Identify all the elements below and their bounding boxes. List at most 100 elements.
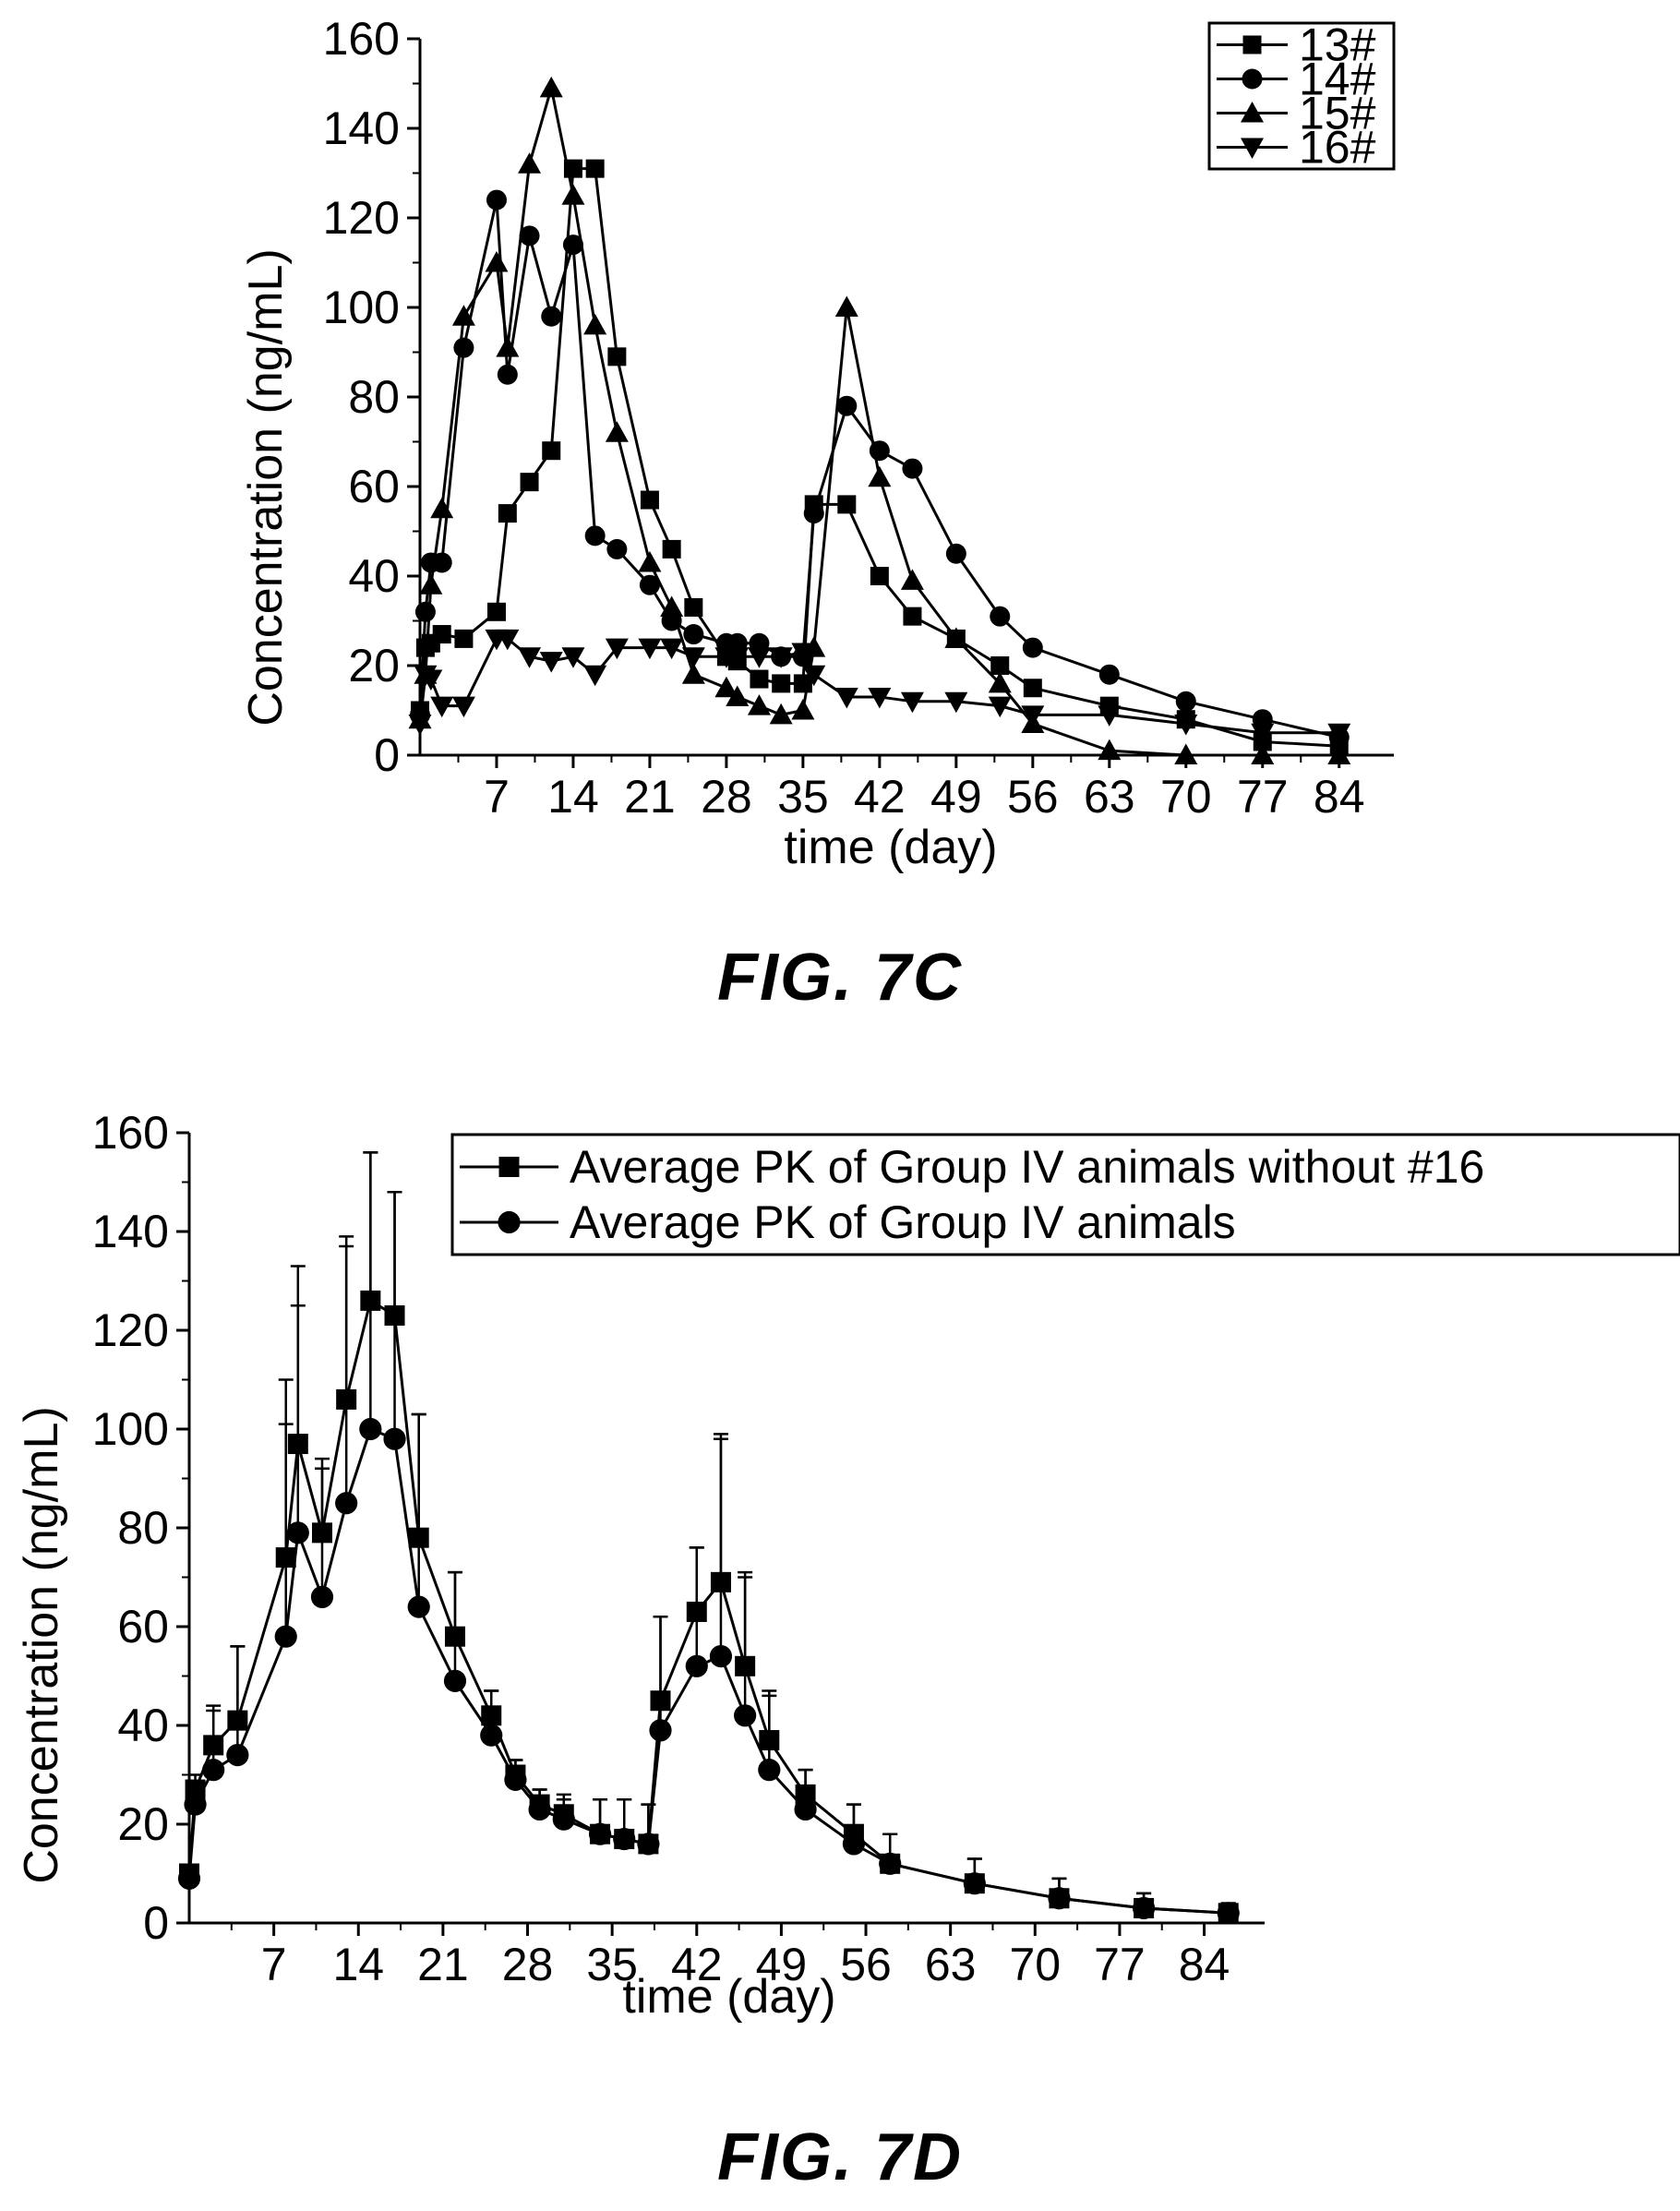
legend-marker — [1241, 102, 1264, 123]
data-point-3 — [944, 691, 968, 714]
data-point-3 — [583, 665, 607, 687]
x-tick-label: 35 — [777, 771, 829, 823]
data-point-1 — [177, 1867, 201, 1890]
y-tick-label: 80 — [117, 1502, 169, 1554]
x-tick-label: 7 — [484, 771, 510, 823]
data-point-1 — [613, 1827, 636, 1851]
data-point-2 — [638, 550, 662, 572]
data-point-2 — [539, 76, 563, 98]
y-axis-title: Concentration (ng/mL) — [15, 1406, 68, 1883]
data-point-1 — [1217, 1902, 1240, 1925]
y-tick-label: 20 — [117, 1798, 169, 1850]
figure-caption-7d: FIG. 7D — [716, 2121, 964, 2194]
x-tick-label: 14 — [332, 1939, 384, 1990]
data-point-1 — [842, 1832, 866, 1856]
data-point-3 — [802, 665, 826, 687]
data-point-1 — [414, 601, 436, 622]
data-point-2 — [1098, 739, 1122, 761]
data-point-0 — [750, 669, 769, 689]
data-point-1 — [836, 395, 858, 416]
data-point-2 — [900, 569, 924, 590]
data-point-1 — [286, 1521, 309, 1544]
data-point-1 — [497, 364, 518, 385]
data-point-3 — [1098, 705, 1122, 727]
data-point-0 — [870, 567, 889, 585]
data-point-3 — [726, 647, 750, 668]
data-point-1 — [431, 552, 452, 573]
data-point-2 — [944, 627, 968, 648]
x-tick-label: 84 — [1314, 771, 1365, 823]
legend-label: Average PK of Group IV animals — [570, 1196, 1236, 1248]
data-point-0 — [684, 597, 703, 617]
data-point-3 — [1021, 705, 1045, 727]
y-tick-label: 60 — [117, 1601, 169, 1652]
data-point-3 — [900, 691, 924, 714]
y-tick-label: 160 — [323, 13, 400, 65]
y-tick-label: 60 — [348, 461, 400, 512]
legend-marker — [1241, 138, 1264, 159]
plot-area: 0 20 40 60 80 100 120 140 160 7 14 21 28 35 42 49 56 63 70… — [92, 1107, 1680, 1990]
chart-fig-7d: 0 20 40 60 80 100 120 140 160 7 14 21 28 35 42 49 56 63 70… — [15, 1107, 1680, 2024]
data-point-1 — [453, 337, 474, 358]
legend-label: 16# — [1299, 122, 1376, 174]
data-point-3 — [1251, 723, 1275, 745]
data-point-1 — [685, 1654, 708, 1677]
y-tick-label: 100 — [92, 1403, 169, 1455]
data-point-1 — [504, 1768, 527, 1791]
x-tick-label: 56 — [1007, 771, 1059, 823]
data-point-2 — [714, 676, 738, 698]
data-point-1 — [683, 624, 704, 645]
data-point-0 — [486, 602, 506, 621]
data-point-3 — [988, 696, 1012, 718]
data-point-1 — [335, 1492, 358, 1515]
data-point-3 — [518, 647, 542, 668]
legend-label: 15# — [1299, 88, 1376, 139]
data-point-1 — [758, 1759, 781, 1782]
data-point-2 — [1327, 743, 1351, 764]
data-point-1 — [480, 1724, 503, 1747]
data-point-2 — [605, 421, 629, 442]
x-tick-label: 63 — [1084, 771, 1135, 823]
data-point-0 — [454, 629, 474, 648]
legend-box — [1207, 21, 1396, 171]
data-point-1 — [584, 525, 606, 547]
y-tick-label: 120 — [92, 1304, 169, 1356]
legend-label: 13# — [1299, 19, 1376, 71]
legend-marker — [1242, 35, 1262, 54]
x-tick-label: 21 — [624, 771, 676, 823]
data-point-2 — [681, 663, 705, 684]
y-tick-label: 140 — [92, 1206, 169, 1257]
x-tick-label: 77 — [1237, 771, 1289, 823]
data-point-1 — [803, 503, 824, 524]
data-point-3 — [681, 647, 705, 668]
data-point-2 — [561, 184, 585, 205]
data-point-1 — [202, 1759, 225, 1782]
x-tick-label: 7 — [261, 1939, 287, 1990]
data-point-2 — [726, 685, 750, 706]
data-point-1 — [639, 574, 660, 595]
data-point-1 — [945, 543, 966, 564]
legend-box — [450, 1133, 1680, 1256]
y-tick-label: 0 — [143, 1897, 169, 1949]
data-point-3 — [660, 638, 684, 660]
data-point-1 — [588, 1822, 612, 1845]
data-point-0 — [640, 490, 659, 510]
data-point-1 — [1048, 1887, 1071, 1910]
x-tick-label: 49 — [756, 1939, 808, 1990]
x-axis-title: time (day) — [622, 1970, 835, 2024]
y-tick-label: 0 — [374, 729, 400, 781]
data-point-1 — [734, 1704, 757, 1727]
data-point-3 — [496, 629, 520, 651]
data-point-2 — [988, 671, 1012, 693]
data-point-2 — [1174, 743, 1198, 764]
data-point-1 — [310, 1585, 334, 1608]
x-tick-label: 84 — [1179, 1939, 1230, 1990]
data-point-1 — [528, 1797, 551, 1821]
data-point-1 — [902, 458, 923, 479]
data-point-2 — [747, 694, 771, 715]
data-point-2 — [868, 465, 892, 487]
legend: Average PK of Group IV animals without #… — [450, 1133, 1680, 1256]
data-point-2 — [419, 573, 443, 595]
data-point-3 — [747, 647, 771, 668]
data-point-1 — [359, 1417, 382, 1441]
